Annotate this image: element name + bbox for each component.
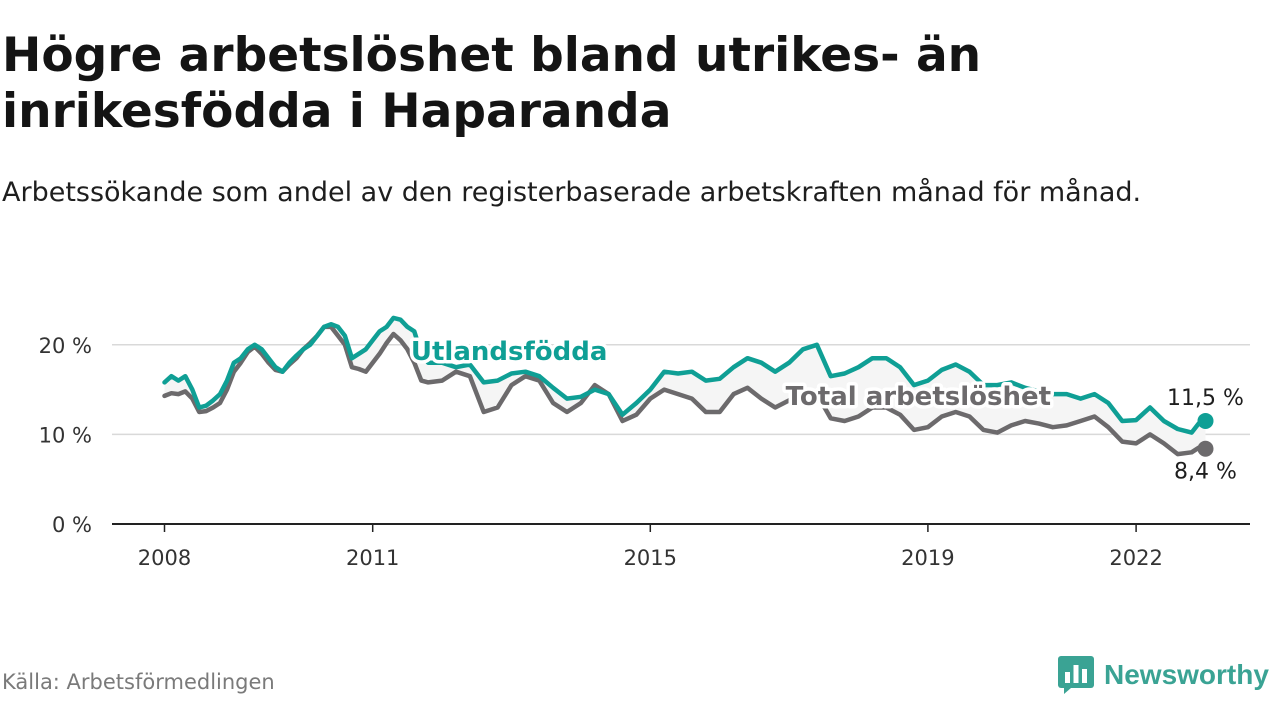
x-tick-label: 2022 — [1109, 546, 1162, 570]
end-point-total — [1197, 440, 1214, 457]
axes: 0 % 10 % 20 % 2008 2011 2015 2019 2022 — [39, 334, 1250, 570]
x-tick-label: 2008 — [138, 546, 191, 570]
series-label-total: Total arbetslöshet — [786, 382, 1051, 412]
x-tick-label: 2015 — [624, 546, 677, 570]
source-note: Källa: Arbetsförmedlingen — [2, 670, 275, 694]
x-tick-label: 2011 — [346, 546, 399, 570]
gridlines — [112, 344, 1250, 436]
brand-name: Newsworthy — [1104, 659, 1269, 690]
newsworthy-logo-icon — [1058, 656, 1094, 694]
end-point-utlandsfodda — [1197, 412, 1214, 429]
end-label-total: 8,4 % — [1174, 460, 1237, 485]
chart-labels: Utlandsfödda Total arbetslöshet 11,5 % 8,4 … — [407, 334, 1244, 485]
brand-logo: Newsworthy — [1058, 655, 1269, 695]
chart-title: Högre arbetslöshet bland utrikes- än inr… — [2, 28, 982, 139]
series-label-utlandsfodda: Utlandsfödda — [411, 337, 608, 367]
series-lines — [162, 315, 1214, 457]
y-tick-label: 20 % — [39, 334, 92, 358]
x-tick-label: 2019 — [901, 546, 954, 570]
end-label-utlandsfodda: 11,5 % — [1167, 386, 1244, 411]
series-line-utlandsfodda — [162, 315, 1208, 435]
y-tick-label: 10 % — [39, 423, 92, 447]
y-tick-label: 0 % — [52, 513, 92, 537]
chart-subtitle: Arbetssökande som andel av den registerb… — [2, 177, 1142, 208]
gap-area — [164, 317, 1206, 455]
